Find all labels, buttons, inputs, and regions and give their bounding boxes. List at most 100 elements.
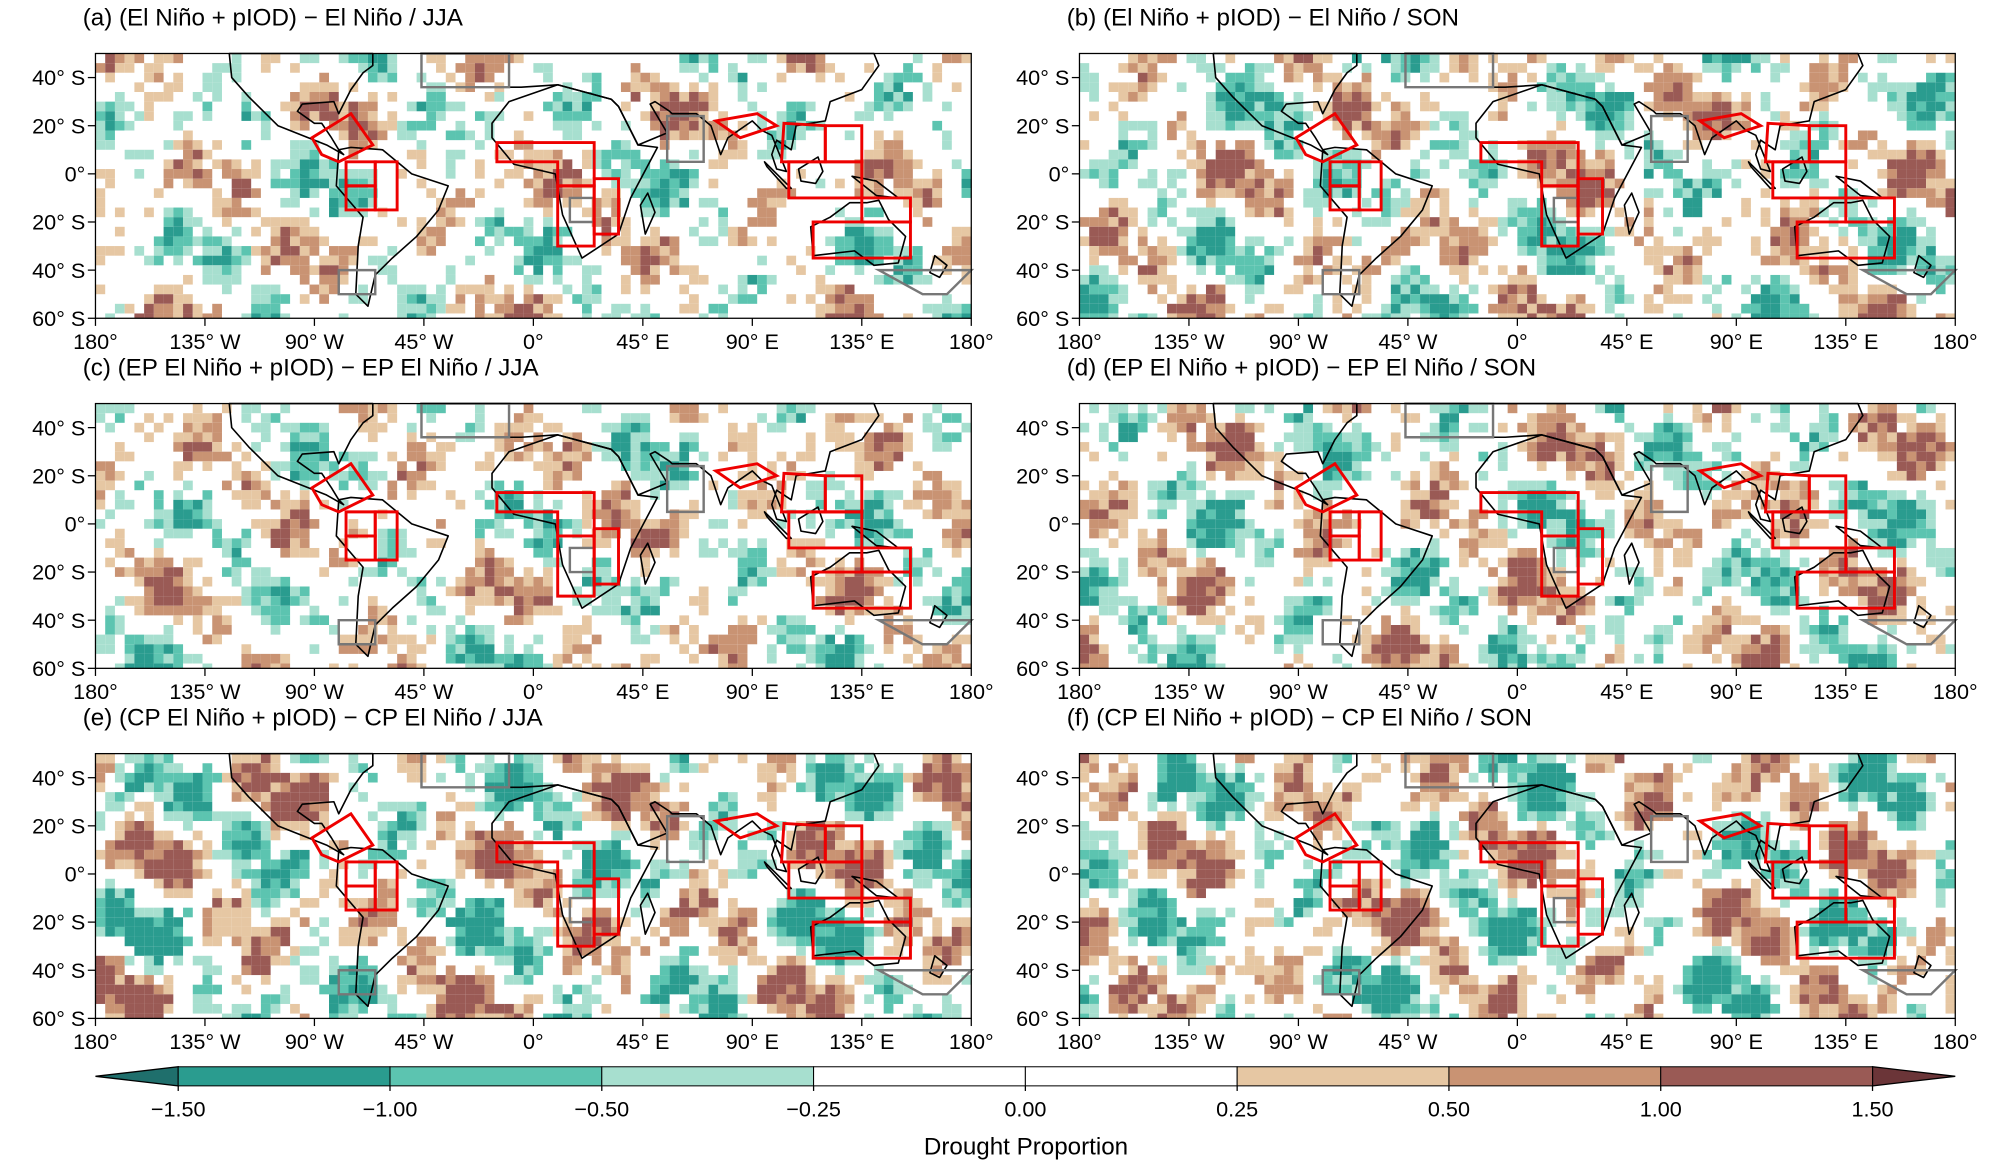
anomaly-cell xyxy=(1741,490,1751,500)
anomaly-cell xyxy=(134,644,145,654)
anomaly-cell xyxy=(523,596,534,606)
anomaly-cell xyxy=(582,111,592,121)
lat-tick-label: 40° S xyxy=(1016,258,1069,283)
anomaly-cell xyxy=(1527,236,1537,247)
anomaly-cell xyxy=(1809,634,1820,645)
anomaly-cell xyxy=(611,236,621,247)
anomaly-cell xyxy=(1624,596,1635,606)
anomaly-cell xyxy=(1692,413,1703,423)
anomaly-cell xyxy=(689,130,699,141)
lon-tick-label: 135° W xyxy=(169,329,241,354)
anomaly-cell xyxy=(173,442,184,452)
anomaly-cell xyxy=(1702,586,1712,597)
anomaly-cell xyxy=(1604,130,1615,141)
anomaly-cell xyxy=(1400,567,1411,577)
anomaly-cell xyxy=(727,490,738,500)
anomaly-cell xyxy=(1235,72,1245,83)
anomaly-cell xyxy=(1867,236,1878,247)
anomaly-cell xyxy=(1643,188,1654,198)
anomaly-cell xyxy=(1556,265,1567,275)
anomaly-cell xyxy=(105,644,115,654)
anomaly-cell xyxy=(1624,120,1635,131)
anomaly-cell xyxy=(251,294,261,304)
anomaly-cell xyxy=(1653,236,1664,247)
anomaly-cell xyxy=(124,451,135,462)
anomaly-cell xyxy=(1896,149,1907,160)
anomaly-cell xyxy=(1108,149,1119,160)
anomaly-cell xyxy=(708,303,719,314)
anomaly-cell xyxy=(513,605,524,616)
anomaly-cell xyxy=(1556,303,1567,314)
anomaly-cell xyxy=(1682,197,1693,208)
anomaly-cell xyxy=(1420,207,1430,218)
anomaly-cell xyxy=(338,451,349,462)
anomaly-cell xyxy=(766,140,777,150)
anomaly-cell xyxy=(1780,197,1790,208)
anomaly-cell xyxy=(1614,461,1625,471)
anomaly-cell xyxy=(1809,625,1820,635)
anomaly-cell xyxy=(1643,140,1654,150)
anomaly-cell xyxy=(1215,140,1226,150)
anomaly-cell xyxy=(1634,596,1644,606)
anomaly-cell xyxy=(1225,178,1236,189)
anomaly-cell xyxy=(543,586,553,597)
anomaly-cell xyxy=(513,265,524,275)
anomaly-cell xyxy=(144,557,154,568)
anomaly-cell xyxy=(543,442,553,452)
anomaly-cell xyxy=(1575,207,1586,218)
anomaly-cell xyxy=(358,284,368,295)
anomaly-cell xyxy=(669,197,680,208)
anomaly-cell xyxy=(484,547,495,558)
anomaly-cell xyxy=(893,528,904,539)
anomaly-cell xyxy=(1556,92,1567,102)
anomaly-cell xyxy=(1478,653,1489,664)
anomaly-cell xyxy=(1546,596,1557,606)
anomaly-cell xyxy=(961,596,972,606)
anomaly-cell xyxy=(883,605,894,616)
anomaly-cell xyxy=(562,120,573,131)
anomaly-cell xyxy=(1176,246,1187,256)
anomaly-cell xyxy=(630,159,641,170)
anomaly-cell xyxy=(786,538,797,548)
anomaly-cell xyxy=(883,442,894,452)
anomaly-cell xyxy=(1497,519,1508,529)
anomaly-cell xyxy=(1235,413,1245,423)
anomaly-cell xyxy=(1215,207,1226,218)
anomaly-cell xyxy=(348,188,359,198)
anomaly-cell xyxy=(708,547,719,558)
anomaly-cell xyxy=(1254,284,1265,295)
anomaly-cell xyxy=(718,313,728,319)
anomaly-cell xyxy=(1673,422,1683,433)
anomaly-cell xyxy=(883,509,894,520)
anomaly-cell xyxy=(543,547,553,558)
anomaly-cell xyxy=(1167,178,1177,189)
anomaly-cell xyxy=(1828,265,1839,275)
anomaly-cell xyxy=(105,246,115,256)
anomaly-cell xyxy=(484,461,495,471)
anomaly-cell xyxy=(338,120,349,131)
anomaly-cell xyxy=(1877,140,1888,150)
anomaly-cell xyxy=(582,274,592,285)
anomaly-cell xyxy=(776,567,787,577)
anomaly-cell xyxy=(1906,236,1917,247)
anomaly-cell xyxy=(951,663,962,669)
anomaly-cell xyxy=(883,644,894,654)
anomaly-cell xyxy=(1420,567,1430,577)
anomaly-cell xyxy=(1205,432,1216,443)
anomaly-cell xyxy=(533,413,544,423)
anomaly-cell xyxy=(367,72,378,83)
anomaly-cell xyxy=(1643,226,1654,237)
anomaly-cell xyxy=(134,480,145,491)
anomaly-cell xyxy=(951,634,962,645)
anomaly-cell xyxy=(776,422,787,433)
anomaly-cell xyxy=(1235,265,1245,275)
anomaly-cell xyxy=(153,509,164,520)
anomaly-cell xyxy=(134,634,145,645)
anomaly-cell xyxy=(912,490,923,500)
anomaly-cell xyxy=(1517,547,1528,558)
anomaly-cell xyxy=(718,653,728,664)
anomaly-cell xyxy=(513,303,524,314)
anomaly-cell xyxy=(1167,644,1177,654)
anomaly-cell xyxy=(1857,294,1868,304)
anomaly-cell xyxy=(1303,605,1314,616)
